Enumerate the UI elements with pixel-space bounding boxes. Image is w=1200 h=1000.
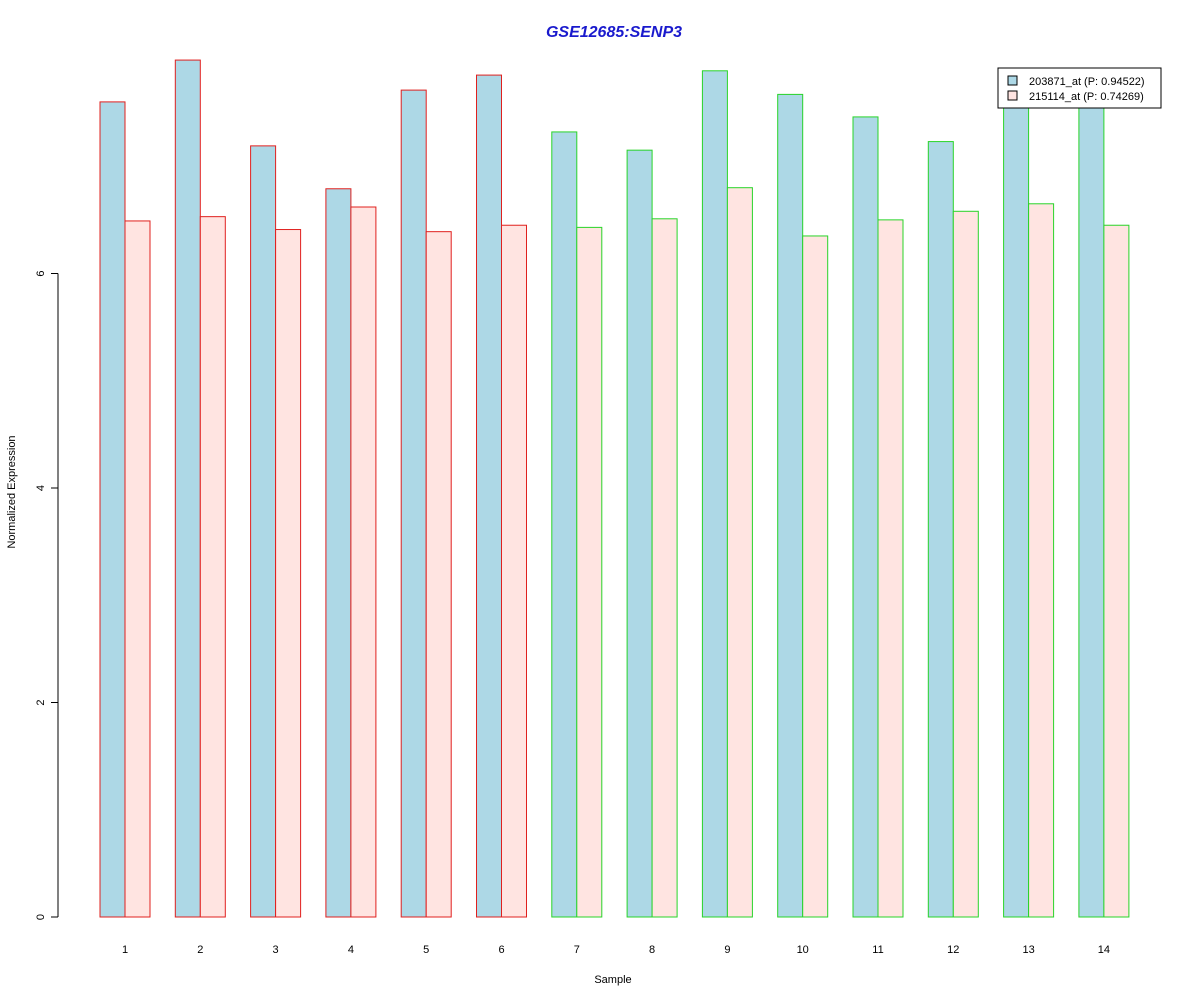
x-tick-label: 7 xyxy=(574,944,580,956)
bar-sample-7-series-2 xyxy=(576,226,603,918)
bar-sample-4-series-2 xyxy=(350,206,377,918)
x-axis-labels: 1 2 3 4 5 6 7 8 9 10 11 12 13 14 xyxy=(122,944,1110,956)
bar-sample-1-series-1 xyxy=(99,101,126,918)
x-tick-label: 4 xyxy=(348,944,354,956)
bar-sample-9-series-2 xyxy=(726,187,753,918)
bar-sample-13-series-2 xyxy=(1028,203,1055,918)
bar-sample-11-series-2 xyxy=(877,219,904,918)
x-tick-label: 2 xyxy=(197,944,203,956)
y-tick-label: 6 xyxy=(35,270,47,276)
bars-group xyxy=(99,59,1130,918)
bar-sample-14-series-2 xyxy=(1103,224,1130,918)
x-tick-label: 10 xyxy=(797,944,809,956)
bar-sample-11-series-1 xyxy=(852,116,879,918)
legend-swatch-series-1 xyxy=(1007,75,1018,86)
legend-label-series-1: 203871_at (P: 0.94522) xyxy=(1029,76,1145,88)
x-tick-label: 12 xyxy=(947,944,959,956)
x-tick-label: 6 xyxy=(498,944,504,956)
bar-sample-4-series-1 xyxy=(325,188,352,918)
bar-sample-3-series-2 xyxy=(275,229,302,918)
x-tick-label: 5 xyxy=(423,944,429,956)
bar-sample-8-series-1 xyxy=(626,149,653,918)
bar-sample-10-series-1 xyxy=(777,93,804,918)
x-tick-label: 9 xyxy=(724,944,730,956)
x-tick-label: 3 xyxy=(273,944,279,956)
bar-sample-9-series-1 xyxy=(701,70,728,918)
y-tick-label: 0 xyxy=(35,914,47,920)
bar-sample-1-series-2 xyxy=(124,220,151,918)
y-tick-label: 4 xyxy=(35,485,47,491)
bar-sample-2-series-2 xyxy=(199,216,226,918)
legend-label-series-2: 215114_at (P: 0.74269) xyxy=(1029,91,1144,103)
x-tick-label: 13 xyxy=(1022,944,1034,956)
bar-sample-7-series-1 xyxy=(551,131,578,918)
x-tick-label: 8 xyxy=(649,944,655,956)
bar-sample-12-series-1 xyxy=(927,141,954,918)
bar-sample-14-series-1 xyxy=(1078,106,1105,918)
x-tick-label: 11 xyxy=(872,944,883,956)
bar-sample-6-series-1 xyxy=(476,74,502,918)
bar-sample-6-series-2 xyxy=(501,224,527,918)
bar-sample-5-series-2 xyxy=(425,231,452,918)
y-axis-title: Normalized Expression xyxy=(6,435,18,548)
bar-sample-10-series-2 xyxy=(802,235,829,918)
legend-swatch-series-2 xyxy=(1007,90,1018,101)
bar-sample-2-series-1 xyxy=(174,59,201,918)
y-tick-label: 2 xyxy=(35,699,47,705)
bar-sample-5-series-1 xyxy=(400,89,427,918)
x-axis-title: Sample xyxy=(594,974,631,986)
y-axis: 0 2 4 6 xyxy=(35,270,59,920)
legend-box xyxy=(997,67,1162,109)
chart-title: GSE12685:SENP3 xyxy=(546,24,682,41)
bar-sample-12-series-2 xyxy=(952,210,979,918)
x-tick-label: 14 xyxy=(1098,944,1110,956)
x-tick-label: 1 xyxy=(122,944,128,956)
legend: 203871_at (P: 0.94522) 215114_at (P: 0.7… xyxy=(997,67,1162,109)
bar-sample-13-series-1 xyxy=(1003,106,1030,918)
bar-sample-8-series-2 xyxy=(651,218,678,918)
bar-sample-3-series-1 xyxy=(250,145,277,918)
